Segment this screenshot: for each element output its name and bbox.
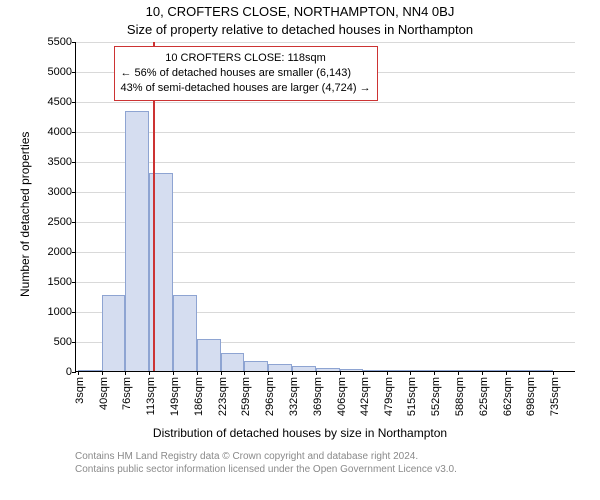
x-tick-label: 296sqm bbox=[264, 377, 276, 416]
x-tick-label: 625sqm bbox=[478, 377, 490, 416]
x-tick-label: 369sqm bbox=[312, 377, 324, 416]
x-tick bbox=[125, 371, 126, 375]
x-tick bbox=[458, 371, 459, 375]
y-tick bbox=[72, 132, 76, 133]
x-tick-label: 735sqm bbox=[549, 377, 561, 416]
y-tick-label: 5000 bbox=[22, 66, 76, 78]
x-tick bbox=[221, 371, 222, 375]
x-tick bbox=[387, 371, 388, 375]
x-tick bbox=[482, 371, 483, 375]
y-tick-label: 5500 bbox=[22, 36, 76, 48]
histogram-bar bbox=[125, 111, 149, 371]
x-tick bbox=[340, 371, 341, 375]
y-tick bbox=[72, 192, 76, 193]
histogram-bar bbox=[78, 370, 102, 371]
gridline bbox=[76, 42, 575, 43]
x-tick bbox=[506, 371, 507, 375]
x-tick bbox=[268, 371, 269, 375]
histogram-plot: 0500100015002000250030003500400045005000… bbox=[75, 42, 575, 372]
credits-line2: Contains public sector information licen… bbox=[75, 463, 457, 476]
x-tick-label: 186sqm bbox=[193, 377, 205, 416]
x-tick-label: 406sqm bbox=[336, 377, 348, 416]
x-tick bbox=[410, 371, 411, 375]
y-tick bbox=[72, 102, 76, 103]
y-tick bbox=[72, 372, 76, 373]
x-tick-label: 588sqm bbox=[454, 377, 466, 416]
info-box-line: 43% of semi-detached houses are larger (… bbox=[121, 81, 371, 96]
x-tick bbox=[244, 371, 245, 375]
histogram-bar bbox=[387, 370, 410, 371]
x-tick bbox=[529, 371, 530, 375]
y-tick bbox=[72, 42, 76, 43]
y-tick bbox=[72, 252, 76, 253]
y-tick-label: 1000 bbox=[22, 306, 76, 318]
histogram-bar bbox=[268, 364, 291, 371]
gridline bbox=[76, 132, 575, 133]
histogram-bar bbox=[529, 370, 553, 371]
x-tick bbox=[434, 371, 435, 375]
x-tick-label: 149sqm bbox=[169, 377, 181, 416]
info-box-line: 10 CROFTERS CLOSE: 118sqm bbox=[121, 51, 371, 66]
x-tick bbox=[553, 371, 554, 375]
histogram-bar bbox=[482, 370, 506, 371]
x-tick bbox=[102, 371, 103, 375]
x-tick bbox=[316, 371, 317, 375]
x-tick-label: 552sqm bbox=[430, 377, 442, 416]
x-tick-label: 479sqm bbox=[383, 377, 395, 416]
histogram-bar bbox=[244, 361, 268, 371]
histogram-bar bbox=[434, 370, 457, 371]
credits: Contains HM Land Registry data © Crown c… bbox=[75, 450, 457, 476]
y-tick bbox=[72, 312, 76, 313]
x-tick-label: 259sqm bbox=[240, 377, 252, 416]
y-axis-label: Number of detached properties bbox=[18, 132, 32, 297]
x-tick bbox=[149, 371, 150, 375]
x-tick-label: 223sqm bbox=[217, 377, 229, 416]
histogram-bar bbox=[197, 339, 221, 371]
gridline bbox=[76, 102, 575, 103]
histogram-bar bbox=[506, 370, 529, 371]
page-title-line1: 10, CROFTERS CLOSE, NORTHAMPTON, NN4 0BJ bbox=[0, 4, 600, 19]
page-title-line2: Size of property relative to detached ho… bbox=[0, 22, 600, 37]
x-tick bbox=[173, 371, 174, 375]
x-tick-label: 113sqm bbox=[145, 377, 157, 415]
histogram-bar bbox=[340, 369, 363, 371]
y-tick bbox=[72, 282, 76, 283]
histogram-bar bbox=[221, 353, 244, 371]
histogram-bar bbox=[410, 370, 434, 371]
y-tick bbox=[72, 222, 76, 223]
x-tick bbox=[78, 371, 79, 375]
x-tick bbox=[363, 371, 364, 375]
y-tick bbox=[72, 162, 76, 163]
y-tick-label: 0 bbox=[22, 366, 76, 378]
gridline bbox=[76, 162, 575, 163]
histogram-bar bbox=[173, 295, 197, 371]
x-tick-label: 698sqm bbox=[525, 377, 537, 416]
histogram-bar bbox=[292, 366, 316, 371]
x-tick-label: 40sqm bbox=[98, 377, 110, 410]
x-tick-label: 442sqm bbox=[359, 377, 371, 416]
y-tick-label: 4500 bbox=[22, 96, 76, 108]
x-tick-label: 3sqm bbox=[74, 377, 86, 404]
info-box-line: ← 56% of detached houses are smaller (6,… bbox=[121, 66, 371, 81]
histogram-bar bbox=[363, 370, 387, 371]
x-tick bbox=[197, 371, 198, 375]
credits-line1: Contains HM Land Registry data © Crown c… bbox=[75, 450, 457, 463]
x-tick-label: 662sqm bbox=[502, 377, 514, 416]
x-tick-label: 76sqm bbox=[121, 377, 133, 410]
histogram-bar bbox=[102, 295, 125, 371]
x-tick-label: 515sqm bbox=[406, 377, 418, 416]
y-tick bbox=[72, 72, 76, 73]
histogram-bar bbox=[458, 370, 482, 371]
x-tick bbox=[292, 371, 293, 375]
info-box: 10 CROFTERS CLOSE: 118sqm← 56% of detach… bbox=[114, 46, 378, 101]
x-axis-label: Distribution of detached houses by size … bbox=[0, 426, 600, 440]
y-tick bbox=[72, 342, 76, 343]
y-tick-label: 500 bbox=[22, 336, 76, 348]
x-tick-label: 332sqm bbox=[288, 377, 300, 416]
histogram-bar bbox=[316, 368, 340, 371]
